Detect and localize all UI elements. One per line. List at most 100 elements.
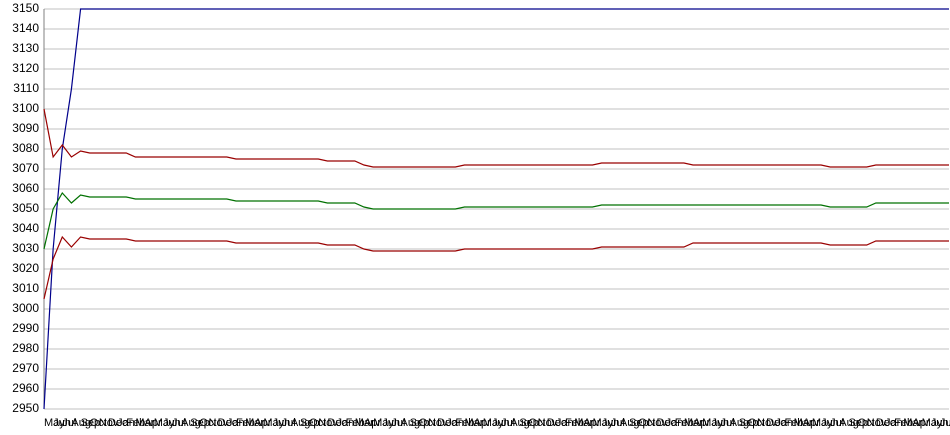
x-tick-label: Nov [757, 417, 777, 429]
x-tick-label: Jun [163, 417, 181, 429]
x-tick-label: Feb [784, 417, 803, 429]
x-tick-label: Jan [337, 417, 355, 429]
x-tick-label: Jul [501, 417, 515, 429]
x-tick-label: Apr [364, 417, 381, 429]
x-tick-label: Nov [99, 417, 119, 429]
y-tick-label: 2970 [12, 361, 39, 375]
x-tick-label: Jul [720, 417, 734, 429]
y-tick-label: 3110 [13, 81, 39, 95]
y-tick-label: 3120 [12, 61, 39, 75]
x-tick-label: Nov [867, 417, 887, 429]
x-tick-label: Jun [602, 417, 620, 429]
y-tick-label: 3100 [12, 101, 39, 115]
x-tick-label: Aug [401, 417, 421, 429]
x-tick-label: Sep [848, 417, 868, 429]
y-tick-label: 3040 [12, 221, 39, 235]
y-tick-label: 3090 [12, 121, 39, 135]
x-tick-label: Oct [419, 417, 436, 429]
x-tick-label: Sep [81, 417, 101, 429]
x-tick-label: Mar [355, 417, 374, 429]
x-tick-label: Dec [218, 417, 238, 429]
x-tick-label: Oct [90, 417, 107, 429]
x-tick-label: Jan [885, 417, 903, 429]
x-tick-label: Nov [647, 417, 667, 429]
y-tick-label: 3050 [12, 201, 39, 215]
x-tick-label: Sep [739, 417, 759, 429]
x-tick-label: Oct [858, 417, 875, 429]
series-line [43, 108, 949, 168]
x-tick-label: Feb [126, 417, 145, 429]
x-tick-label: Mar [903, 417, 922, 429]
x-tick-label: Aug [839, 417, 859, 429]
x-tick-label: Nov [318, 417, 338, 429]
x-tick-label: Aug [291, 417, 311, 429]
x-tick-label: Apr [693, 417, 710, 429]
y-tick-label: 3150 [12, 1, 39, 15]
x-tick-label: Dec [437, 417, 457, 429]
x-tick-label: Dec [766, 417, 786, 429]
y-tick-label: 2960 [12, 381, 39, 395]
x-tick-label: Mar [684, 417, 703, 429]
x-tick-label: May [702, 417, 723, 429]
y-tick-label: 3010 [12, 281, 39, 295]
x-tick-label: Jun [821, 417, 839, 429]
x-tick-label: Apr [583, 417, 600, 429]
x-tick-label: Mar [574, 417, 593, 429]
x-tick-label: Mar [465, 417, 484, 429]
x-tick-label: Jul [611, 417, 625, 429]
x-tick-label: Apr [145, 417, 162, 429]
x-tick-label: Jul [391, 417, 405, 429]
x-tick-label: Feb [455, 417, 474, 429]
x-tick-label: Jan [666, 417, 684, 429]
x-tick-label: Mar [794, 417, 813, 429]
x-tick-label: Mar [245, 417, 264, 429]
x-tick-label: Aug [71, 417, 91, 429]
x-tick-label: Aug [620, 417, 640, 429]
x-tick-label: Dec [656, 417, 676, 429]
x-tick-label: Apr [254, 417, 271, 429]
x-tick-label: Jan [556, 417, 574, 429]
x-tick-label: Feb [565, 417, 584, 429]
x-tick-label: Jun [273, 417, 291, 429]
x-tick-label: Jul [172, 417, 186, 429]
x-tick-label: Aug [730, 417, 750, 429]
x-tick-label: Oct [638, 417, 655, 429]
x-tick-label: Sep [300, 417, 320, 429]
x-tick-label: Apr [803, 417, 820, 429]
y-tick-label: 3020 [12, 261, 39, 275]
y-tick-label: 2980 [12, 341, 39, 355]
x-tick-label: Dec [547, 417, 567, 429]
y-tick-label: 3000 [12, 301, 39, 315]
x-tick-label: Sep [410, 417, 430, 429]
x-tick-label: Aug [181, 417, 201, 429]
y-tick-label: 3080 [12, 141, 39, 155]
x-tick-label: Feb [346, 417, 365, 429]
x-tick-label: Sep [629, 417, 649, 429]
y-tick-label: 3030 [12, 241, 39, 255]
x-tick-label: May [483, 417, 504, 429]
x-tick-label: Oct [748, 417, 765, 429]
x-tick-label: Nov [209, 417, 229, 429]
x-tick-label: Jul [282, 417, 296, 429]
x-tick-label: May [154, 417, 175, 429]
x-tick-label: Sep [190, 417, 210, 429]
x-tick-label: Jun [492, 417, 510, 429]
x-tick-label: Nov [538, 417, 558, 429]
x-tick-label: Dec [876, 417, 896, 429]
x-tick-label: May [263, 417, 284, 429]
x-tick-label: Jun [382, 417, 400, 429]
x-tick-label: Jun [931, 417, 949, 429]
y-tick-label: 3060 [12, 181, 39, 195]
y-tick-label: 2950 [12, 401, 39, 415]
x-tick-label: Jul [62, 417, 76, 429]
x-tick-label: May [922, 417, 943, 429]
y-tick-label: 3140 [12, 21, 39, 35]
series-line [43, 235, 949, 300]
x-tick-label: May [373, 417, 394, 429]
x-tick-label: May [44, 417, 65, 429]
x-tick-label: Jul [940, 417, 950, 429]
x-tick-label: Apr [912, 417, 929, 429]
x-tick-label: Feb [675, 417, 694, 429]
x-tick-label: May [592, 417, 613, 429]
